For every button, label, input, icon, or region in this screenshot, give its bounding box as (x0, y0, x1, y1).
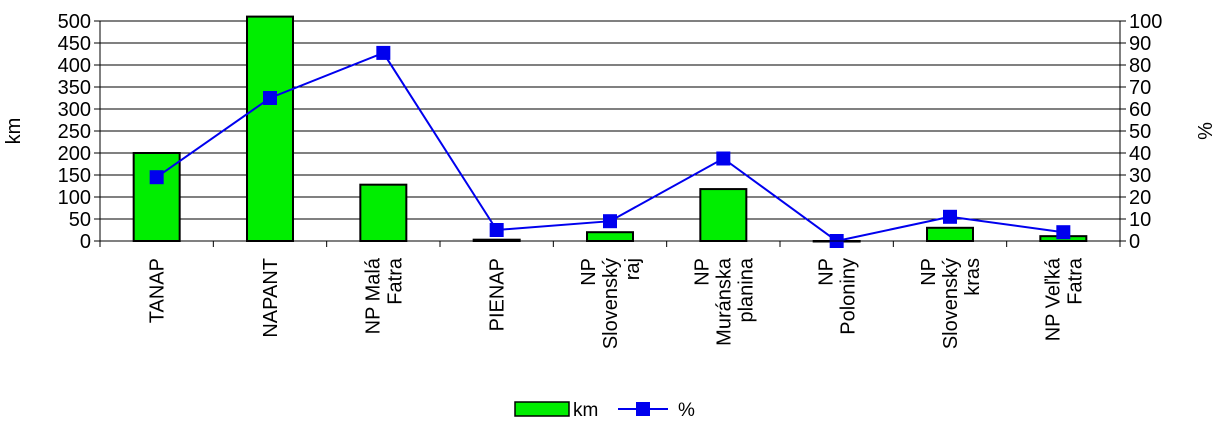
category-label: NP Veľká (1042, 257, 1064, 341)
tick-labels: 0501001502002503003504004505000102030405… (58, 11, 1163, 253)
category-label: PIENAP (487, 258, 509, 331)
category-label: NAPANT (260, 258, 282, 338)
y-tick-label: 300 (58, 99, 91, 121)
category-label: Slovenský (600, 258, 622, 349)
y-tick-label: 100 (58, 187, 91, 209)
y-tick-label: 150 (58, 165, 91, 187)
axes (94, 20, 1126, 247)
category-label: Muránska (713, 257, 735, 346)
percent-point-7 (943, 209, 957, 224)
y2-tick-label: 90 (1129, 33, 1151, 55)
category-label: Fatra (384, 257, 406, 305)
y2-axis-label: % (1195, 122, 1217, 140)
legend-km-swatch (514, 401, 570, 417)
category-label: TANAP (147, 258, 169, 323)
percent-point-0 (149, 170, 164, 185)
category-label: NP Malá (362, 257, 384, 334)
category-label: planina (735, 257, 757, 322)
legend-km-label: km (573, 400, 598, 421)
bar-7 (926, 226, 974, 243)
percent-point-8 (1056, 225, 1071, 240)
category-label: NP (691, 258, 713, 286)
y2-tick-label: 60 (1129, 99, 1151, 121)
y-tick-label: 500 (58, 11, 91, 33)
y-tick-label: 350 (58, 77, 91, 99)
y-tick-label: 0 (80, 231, 91, 253)
y2-tick-label: 30 (1129, 165, 1151, 187)
category-label: kras (962, 258, 984, 296)
legend-percent-label: % (678, 400, 695, 421)
y2-tick-label: 80 (1129, 55, 1151, 77)
y-tick-label: 450 (58, 33, 91, 55)
category-label: NP (578, 258, 600, 286)
category-label: NP (918, 258, 940, 286)
category-label: Fatra (1064, 257, 1086, 305)
percent-line (149, 45, 1071, 248)
y2-tick-label: 40 (1129, 143, 1151, 165)
bar-1 (246, 15, 294, 242)
percent-point-1 (263, 91, 277, 105)
y-tick-label: 250 (58, 121, 91, 143)
y-tick-label: 200 (58, 143, 91, 165)
category-label: raj (622, 258, 644, 280)
category-label: Poloniny (838, 258, 860, 335)
y2-tick-label: 10 (1129, 209, 1151, 231)
bar-5 (699, 188, 748, 242)
y-tick-label: 400 (58, 55, 91, 77)
y2-tick-label: 0 (1129, 231, 1140, 253)
category-labels: TANAP NAPANT NP Malá Fatra PIENAP NP Slovenský… (147, 257, 1087, 349)
y2-tick-label: 50 (1129, 121, 1151, 143)
y-tick-label: 50 (69, 209, 91, 231)
percent-point-2 (376, 45, 391, 60)
bar-2 (359, 183, 408, 242)
legend: km % (514, 400, 695, 421)
category-label: NP (816, 258, 838, 286)
legend-percent-marker (636, 402, 650, 416)
km-bars (132, 15, 1088, 243)
y2-tick-label: 20 (1129, 187, 1151, 209)
category-label: Slovenský (940, 258, 962, 349)
percent-point-3 (489, 223, 504, 237)
percent-point-4 (603, 214, 617, 229)
y2-tick-label: 70 (1129, 77, 1151, 99)
y-axis-label: km (3, 118, 25, 145)
y2-tick-label: 100 (1129, 11, 1162, 33)
bar-4 (586, 231, 634, 242)
percent-point-5 (716, 151, 731, 166)
